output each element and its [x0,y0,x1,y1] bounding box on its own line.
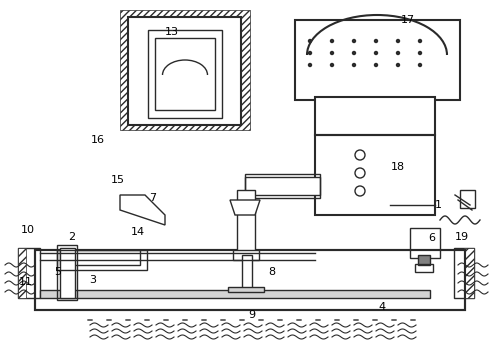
Text: 4: 4 [378,302,385,312]
Circle shape [330,64,333,66]
Circle shape [353,40,356,42]
Text: 16: 16 [91,135,105,145]
Circle shape [353,64,356,66]
Circle shape [418,40,421,42]
Bar [242,255,252,290]
Circle shape [418,52,421,54]
Bar [60,250,140,265]
Circle shape [397,52,400,54]
Bar [245,177,320,195]
Text: 7: 7 [150,193,157,203]
Circle shape [308,52,312,54]
Bar [315,135,435,215]
Bar [57,245,77,300]
Text: 2: 2 [69,232,76,242]
Text: 17: 17 [401,15,415,25]
Circle shape [330,40,333,42]
Circle shape [418,64,421,66]
Polygon shape [230,200,260,215]
Bar [245,174,320,198]
Text: 14: 14 [131,227,145,237]
Circle shape [330,52,333,54]
Bar [60,248,75,298]
Bar [148,30,222,118]
Circle shape [355,150,365,160]
Bar [228,287,264,292]
Circle shape [374,64,377,66]
Bar [295,20,460,100]
Text: 8: 8 [268,267,276,277]
Circle shape [374,52,377,54]
Bar [454,248,474,298]
Text: 11: 11 [19,277,33,287]
Circle shape [397,40,400,42]
Bar [415,264,433,272]
Text: 18: 18 [391,162,405,172]
Bar [57,250,147,270]
Circle shape [355,168,365,178]
Text: 13: 13 [165,27,179,37]
Bar [233,250,259,260]
Circle shape [308,64,312,66]
Circle shape [353,52,356,54]
Bar [35,250,465,310]
Text: 9: 9 [248,310,255,320]
Bar [410,228,440,258]
Bar [128,17,241,125]
Bar [18,248,40,298]
Polygon shape [120,195,165,225]
Circle shape [397,64,400,66]
Bar [464,248,474,298]
Bar [155,38,215,110]
Circle shape [355,186,365,196]
Text: 1: 1 [435,200,442,210]
Bar [120,10,250,130]
Bar [40,290,430,298]
Circle shape [308,40,312,42]
Text: 10: 10 [21,225,35,235]
Text: 3: 3 [89,275,96,285]
Text: 6: 6 [428,233,436,243]
Text: 19: 19 [455,232,469,242]
Bar [18,248,26,298]
Bar [315,97,435,135]
Bar [237,190,255,255]
Text: 15: 15 [111,175,125,185]
Circle shape [374,40,377,42]
Bar [418,255,430,265]
Text: 5: 5 [54,267,61,277]
Bar [460,190,475,208]
Bar [35,250,465,310]
